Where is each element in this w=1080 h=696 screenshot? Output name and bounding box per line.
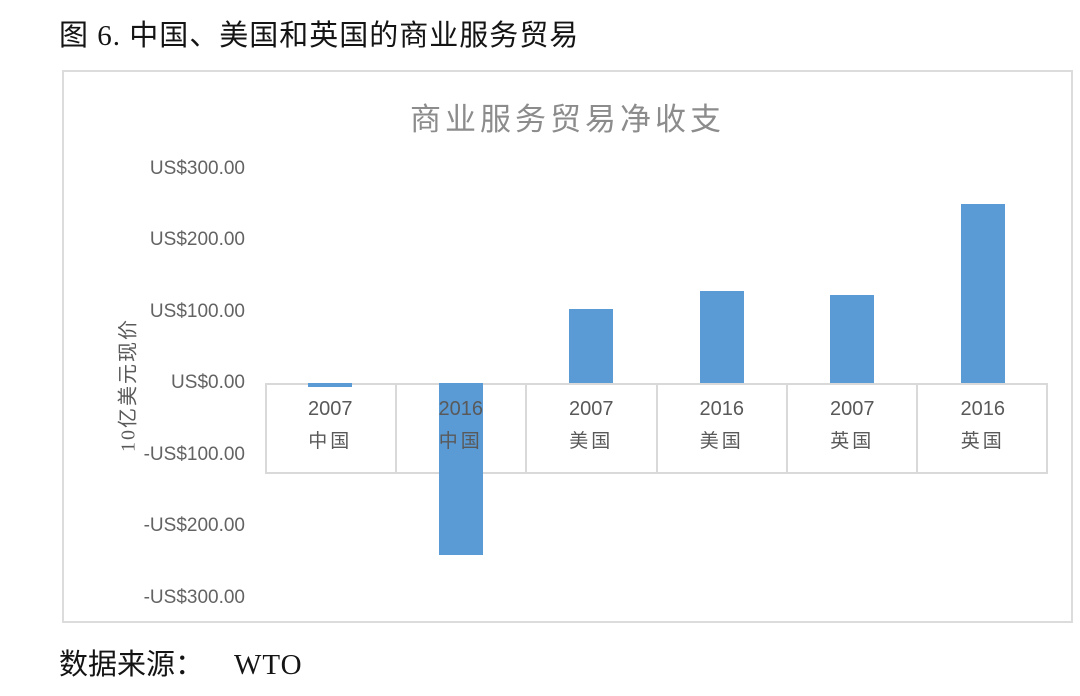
y-tick-label: -US$100.00	[143, 443, 245, 465]
category-label-cell: 2007 英国	[787, 383, 918, 474]
chart-title: 商业服务贸易净收支	[410, 102, 725, 137]
figure-caption: 图 6. 中国、美国和英国的商业服务贸易	[59, 20, 580, 52]
chart-bar	[439, 383, 483, 555]
bars-layer	[64, 72, 1071, 621]
category-country-label: 英国	[830, 431, 875, 452]
category-country-label: 中国	[438, 431, 483, 452]
y-tick-label: -US$200.00	[143, 515, 245, 536]
chart-bar	[961, 204, 1005, 383]
category-year-label: 2016	[960, 398, 1006, 420]
y-tick-label: US$300.00	[149, 157, 245, 179]
category-cell-border	[788, 385, 918, 472]
category-country-label: 美国	[699, 431, 744, 452]
category-label-cell: 2007 中国	[265, 383, 396, 474]
category-year-label: 2007	[569, 398, 614, 420]
category-label-cell: 2016 中国	[396, 383, 527, 474]
category-cell-border	[397, 385, 528, 472]
category-axis-labels: 2007 中国 2016 中国 2007 美国 2016 美国 2007 英国 2016 英国	[265, 383, 1048, 474]
category-country-label: 中国	[308, 431, 353, 452]
category-label-cell: 2007 美国	[526, 383, 657, 474]
category-year-label: 2007	[830, 398, 875, 420]
category-cell-border	[527, 385, 658, 472]
category-year-label: 2016	[699, 398, 745, 420]
y-tick-label: US$200.00	[149, 229, 245, 250]
chart-bar	[308, 383, 352, 387]
category-cell-border	[658, 385, 788, 472]
category-label-cell: 2016 英国	[918, 383, 1049, 474]
y-tick-label: US$0.00	[171, 372, 245, 393]
data-source-value: WTO	[234, 649, 303, 681]
category-country-label: 英国	[960, 431, 1005, 452]
category-country-label: 美国	[569, 431, 614, 452]
category-cell-border	[267, 385, 398, 472]
y-tick-label: -US$300.00	[143, 586, 245, 608]
chart-frame: 商业服务贸易净收支 10亿美元现价 US$300.00 US$200.00 US$1…	[62, 70, 1073, 623]
chart-bar	[700, 291, 744, 383]
chart-bar	[830, 295, 874, 383]
category-year-label: 2016	[438, 398, 484, 420]
data-source-label: 数据来源：	[59, 649, 205, 681]
chart-bar	[569, 309, 613, 383]
category-cell-border	[918, 385, 1049, 472]
y-tick-label: US$100.00	[149, 300, 245, 322]
category-year-label: 2007	[308, 398, 353, 420]
category-band-gridlines	[265, 383, 1049, 474]
category-label-cell: 2016 美国	[657, 383, 788, 474]
data-source-line: 数据来源： WTO	[59, 641, 303, 683]
